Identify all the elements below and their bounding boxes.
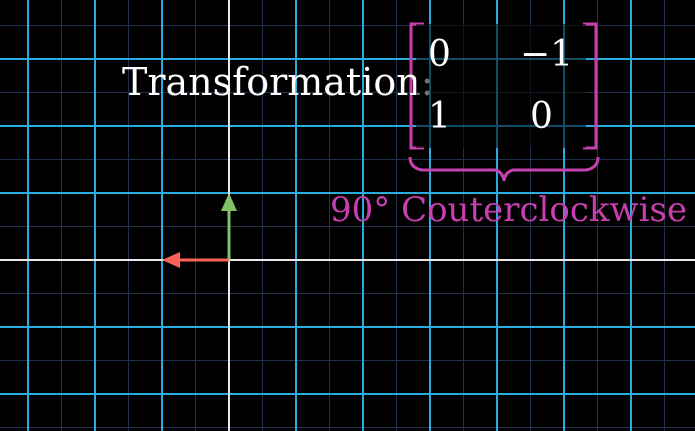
- rotation-caption: 90° Couterclockwise: [330, 190, 688, 230]
- basis-vectors: [162, 193, 237, 268]
- j-hat-vector-head: [221, 193, 237, 211]
- matrix-entry-a: 0: [428, 34, 451, 75]
- curly-brace: [408, 156, 600, 182]
- matrix-entry-c: 1: [428, 96, 451, 137]
- matrix-entry-d: 0: [530, 96, 553, 137]
- matrix-background: [416, 24, 586, 148]
- right-bracket: [583, 22, 598, 150]
- matrix-entry-b: −1: [520, 34, 574, 75]
- transformation-label: Transformation:: [122, 60, 434, 104]
- i-hat-vector-head: [162, 252, 180, 268]
